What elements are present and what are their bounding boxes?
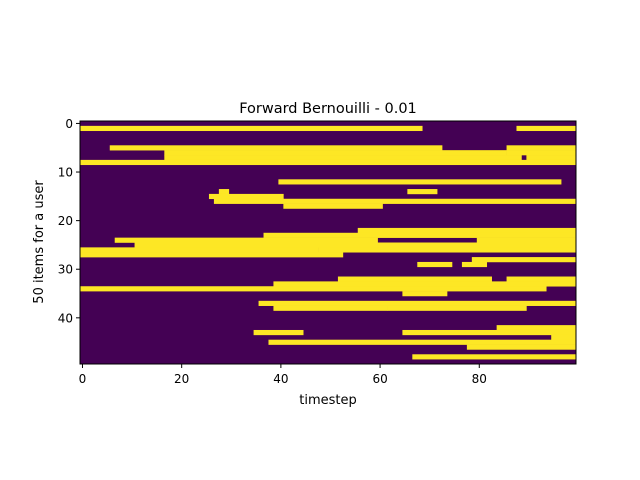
heatmap-cell-run xyxy=(164,150,507,156)
heatmap-cell-run xyxy=(80,125,423,132)
heatmap-cell-run xyxy=(273,305,388,311)
heatmap-cell-run xyxy=(496,325,577,331)
y-axis: 0 10 20 30 40 xyxy=(58,117,80,325)
chart-title: Forward Bernouilli - 0.01 xyxy=(239,101,417,117)
heatmap-cell-run xyxy=(278,179,562,185)
heatmap-cell-run xyxy=(109,145,443,151)
y-tick-label: 20 xyxy=(58,214,73,228)
heatmap-cell-run xyxy=(218,189,230,195)
heatmap-cell-run xyxy=(213,198,284,204)
heatmap-cell-run xyxy=(506,276,577,282)
y-tick-label: 30 xyxy=(58,263,73,277)
heatmap-cell-run xyxy=(208,193,284,200)
heatmap-cell-run xyxy=(318,247,577,253)
heatmap-cell-run xyxy=(387,305,527,311)
x-axis: 0 20 40 60 80 xyxy=(79,364,487,386)
y-tick-label: 0 xyxy=(65,117,73,131)
heatmap-cell-run xyxy=(80,286,547,292)
heatmap-cell-run xyxy=(114,237,378,243)
y-tick-label: 10 xyxy=(58,166,73,180)
heatmap-cell-run xyxy=(273,281,577,287)
x-axis-label: timestep xyxy=(299,393,357,408)
heatmap-cell-run xyxy=(461,261,488,268)
plot-frame xyxy=(79,120,577,365)
heatmap-cell-run xyxy=(506,145,577,151)
heatmap-cell-run xyxy=(337,276,492,282)
heatmap-cell-run xyxy=(506,150,577,156)
heatmap-cell-run xyxy=(471,257,577,263)
heatmap-cell-run xyxy=(80,159,577,166)
heatmap-cell-run xyxy=(80,252,344,258)
x-tick-label: 60 xyxy=(372,372,387,386)
heatmap-cell-run xyxy=(402,291,448,297)
heatmap-cell-run xyxy=(134,242,577,248)
x-tick-label: 40 xyxy=(273,372,288,386)
heatmap-cell-run xyxy=(80,247,319,253)
heatmap-cell-run xyxy=(526,155,577,161)
heatmap-cell-run xyxy=(551,334,577,340)
heatmap-cell-run xyxy=(283,203,383,209)
heatmap-cell-run xyxy=(263,232,577,238)
heatmap-cell-run xyxy=(258,300,577,306)
heatmap-cell-run xyxy=(417,261,453,268)
x-tick-label: 0 xyxy=(79,372,87,386)
y-tick-label: 40 xyxy=(58,311,73,325)
heatmap-cells xyxy=(80,121,577,364)
x-tick-label: 20 xyxy=(174,372,189,386)
heatmap-cell-run xyxy=(164,155,522,161)
heatmap-cell-run xyxy=(476,237,577,243)
heatmap-cell-run xyxy=(407,189,438,195)
heatmap-cell-run xyxy=(357,227,577,234)
x-tick-label: 80 xyxy=(472,372,487,386)
heatmap-cell-run xyxy=(516,125,577,132)
heatmap-cell-run xyxy=(412,354,577,360)
heatmap-cell-run xyxy=(402,329,577,336)
heatmap-cell-run xyxy=(268,339,577,345)
y-axis-label: 50 items for a user xyxy=(32,180,47,304)
heatmap-cell-run xyxy=(253,329,304,336)
heatmap-cell-run xyxy=(283,198,577,204)
heatmap-cell-run xyxy=(466,344,577,350)
